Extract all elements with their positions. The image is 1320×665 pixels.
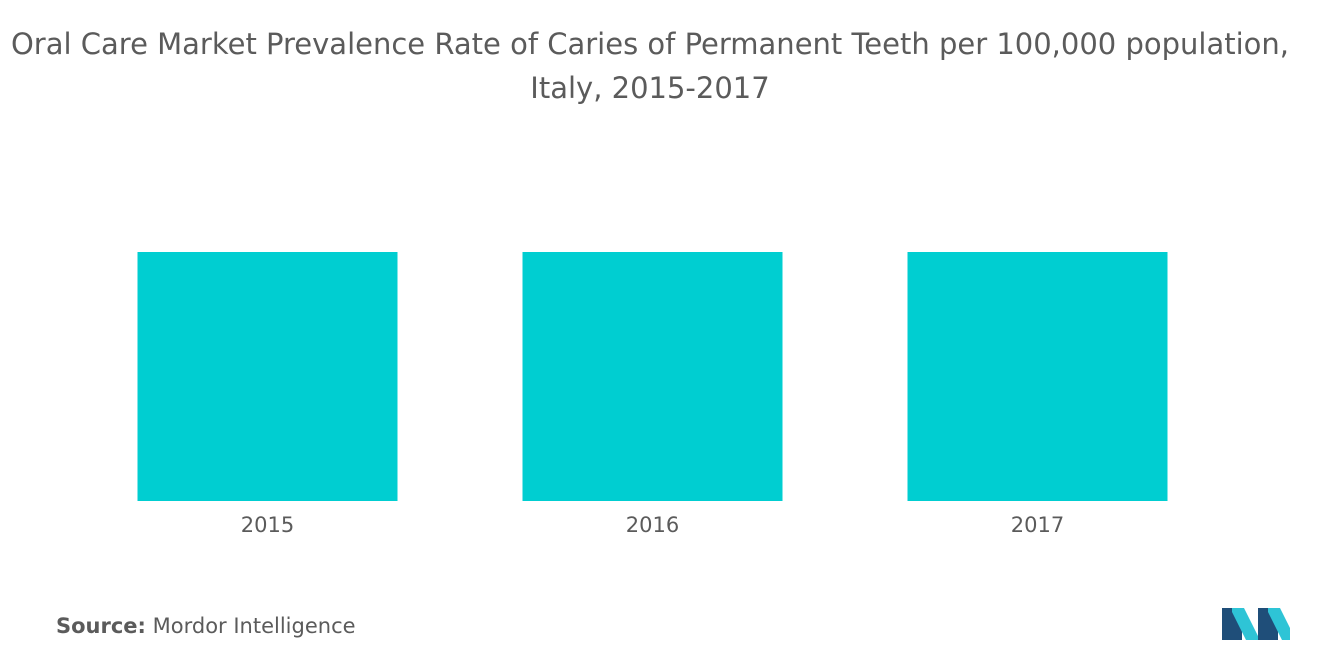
mordor-intelligence-logo-icon — [1222, 608, 1290, 640]
chart-title-line-2: Italy, 2015-2017 — [530, 71, 770, 105]
chart-title-line-1: Oral Care Market Prevalence Rate of Cari… — [10, 27, 1290, 61]
x-tick-label-2016: 2016 — [626, 513, 679, 537]
bar-2015 — [137, 252, 398, 501]
source-label: Source: — [56, 614, 146, 638]
bar-2016 — [522, 252, 783, 501]
x-tick-label-2015: 2015 — [241, 513, 294, 537]
chart-title: Oral Care Market Prevalence Rate of Cari… — [0, 22, 1300, 110]
x-tick-label-2017: 2017 — [1011, 513, 1064, 537]
source-value: Mordor Intelligence — [152, 614, 356, 638]
bar-2017 — [907, 252, 1168, 501]
source-note: Source: Mordor Intelligence — [56, 614, 356, 638]
